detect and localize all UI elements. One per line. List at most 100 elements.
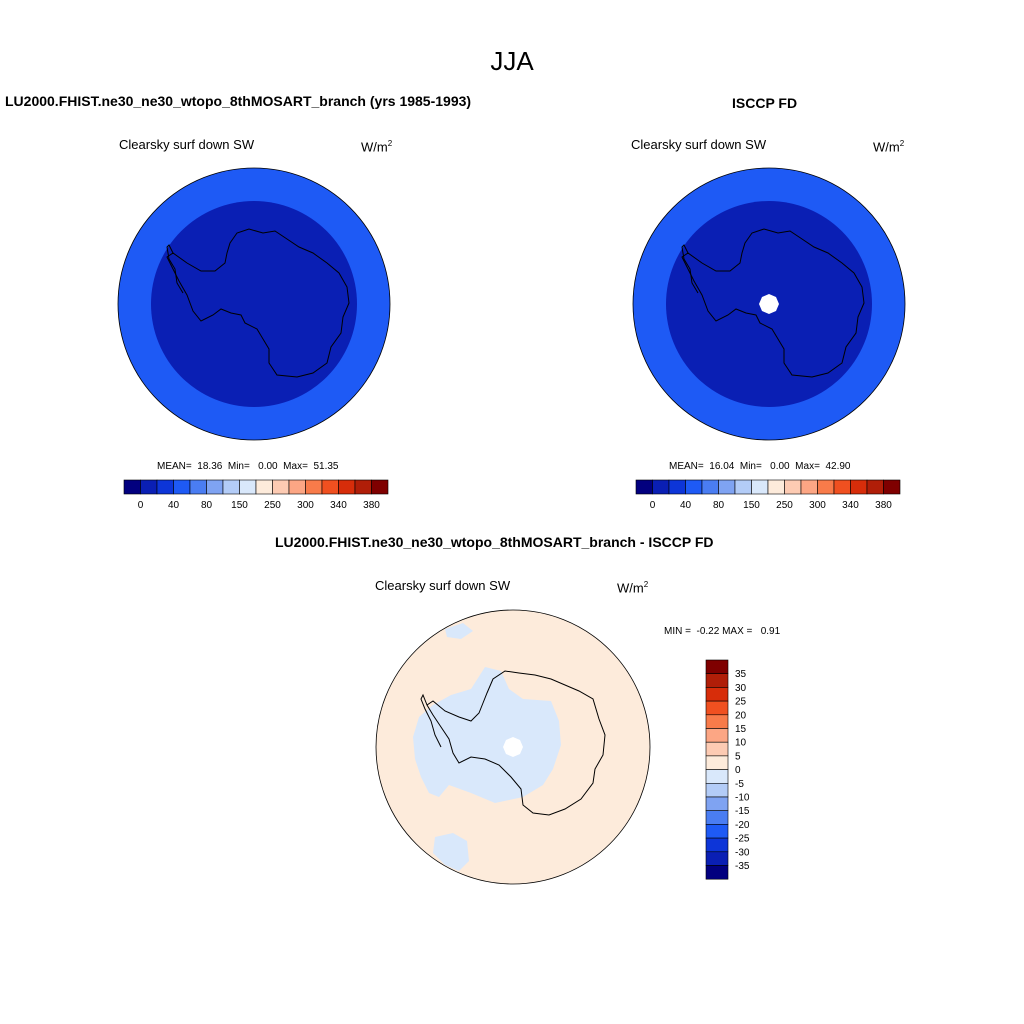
antarctica-coastline xyxy=(681,228,865,378)
colorbar-2-tick-label: 0 xyxy=(650,500,656,511)
panel-2-units: W/m2 xyxy=(873,139,905,155)
panel-2-variable: Clearsky surf down SW xyxy=(631,137,767,152)
panel-3-colorbar: 35 30 25 20 15 10 5 0 -5 -10 -15 -20 -25 -30 -35 xyxy=(705,659,750,880)
colorbar-3-box xyxy=(705,796,729,811)
colorbar-1-box xyxy=(156,479,174,495)
colorbar-3-box xyxy=(705,769,729,784)
colorbar-1-box xyxy=(140,479,158,495)
panel-3-units: W/m2 xyxy=(617,580,649,596)
colorbar-3-box xyxy=(705,673,729,688)
colorbar-2-box xyxy=(767,479,785,495)
colorbar-3-box xyxy=(705,865,729,880)
colorbar-1-tick-label: 150 xyxy=(231,500,248,511)
negative-difference-patch-south xyxy=(433,833,469,871)
colorbar-3-box xyxy=(705,783,729,798)
colorbar-1-box xyxy=(255,479,273,495)
colorbar-3-box xyxy=(705,700,729,716)
colorbar-3-box xyxy=(705,851,729,866)
colorbar-3-tick-label: -15 xyxy=(735,806,750,817)
colorbar-3-tick-label: 25 xyxy=(735,697,747,708)
antarctic-peninsula xyxy=(420,693,442,748)
colorbar-1-tick-label: 0 xyxy=(138,500,144,511)
colorbar-2-box xyxy=(734,479,752,495)
colorbar-3-box xyxy=(705,837,729,853)
colorbar-3-tick-label: 20 xyxy=(735,710,747,721)
panel-1-inner-ring xyxy=(151,201,357,407)
colorbar-1-box xyxy=(371,479,389,495)
colorbar-2-tick-label: 150 xyxy=(743,500,760,511)
colorbar-3-tick-label: -25 xyxy=(735,834,750,845)
panel-3-stats: MIN = -0.22 MAX = 0.91 xyxy=(664,626,781,637)
colorbar-2-box xyxy=(817,479,835,495)
colorbar-2-tick-label: 380 xyxy=(875,500,892,511)
colorbar-1-tick-label: 80 xyxy=(201,500,213,511)
panel-2-title: ISCCP FD xyxy=(732,95,798,111)
colorbar-2-box xyxy=(652,479,670,495)
colorbar-2-tick-label: 300 xyxy=(809,500,826,511)
panel-3-variable: Clearsky surf down SW xyxy=(375,578,511,593)
colorbar-1-tick-label: 340 xyxy=(330,500,347,511)
colorbar-1-box xyxy=(173,479,191,495)
colorbar-2-box xyxy=(833,479,851,495)
colorbar-3-tick-label: -10 xyxy=(735,793,750,804)
panel-2-map xyxy=(632,167,906,441)
colorbar-2-box xyxy=(866,479,884,495)
panel-1-title: LU2000.FHIST.ne30_ne30_wtopo_8thMOSART_b… xyxy=(5,93,472,109)
colorbar-1-box xyxy=(338,479,356,495)
pole-missing-data xyxy=(503,737,523,757)
colorbar-1-tick-label: 380 xyxy=(363,500,380,511)
colorbar-3-box xyxy=(705,810,729,825)
colorbar-1-tick-label: 300 xyxy=(297,500,314,511)
colorbar-3-tick-label: -30 xyxy=(735,847,750,858)
panel-1-stats: MEAN= 18.36 Min= 0.00 Max= 51.35 xyxy=(157,461,339,472)
colorbar-2-box xyxy=(883,479,901,495)
colorbar-1-tick-label: 250 xyxy=(264,500,281,511)
colorbar-2-box xyxy=(784,479,802,495)
panel-1-map xyxy=(117,167,391,441)
colorbar-1-box xyxy=(321,479,339,495)
colorbar-1-box xyxy=(272,479,290,495)
negative-difference-patch-north xyxy=(445,623,473,639)
colorbar-3-tick-label: -5 xyxy=(735,779,744,790)
colorbar-1-box xyxy=(288,479,306,495)
colorbar-2-box xyxy=(668,479,686,495)
colorbar-2-tick-label: 40 xyxy=(680,500,692,511)
colorbar-2-tick-label: 340 xyxy=(842,500,859,511)
figure-title: JJA xyxy=(490,46,534,76)
antarctica-coastline xyxy=(426,670,606,816)
antarctic-peninsula xyxy=(166,244,184,294)
panel-3-title: LU2000.FHIST.ne30_ne30_wtopo_8thMOSART_b… xyxy=(275,534,714,550)
colorbar-3-tick-label: 15 xyxy=(735,724,747,735)
colorbar-2-box xyxy=(635,479,653,495)
colorbar-1-box xyxy=(123,479,141,495)
colorbar-3-tick-label: 35 xyxy=(735,669,747,680)
panel-2-colorbar: 0 40 80 150 250 300 340 380 xyxy=(635,479,901,511)
colorbar-3-box xyxy=(705,659,729,674)
colorbar-1-box xyxy=(222,479,240,495)
colorbar-3-box xyxy=(705,714,729,729)
colorbar-3-box xyxy=(705,824,729,839)
panel-1-variable: Clearsky surf down SW xyxy=(119,137,255,152)
colorbar-2-box xyxy=(701,479,719,495)
colorbar-1-box xyxy=(305,479,323,495)
colorbar-2-tick-label: 80 xyxy=(713,500,725,511)
panel-3-map-border xyxy=(375,609,651,885)
colorbar-2-box xyxy=(850,479,868,495)
panel-2-stats: MEAN= 16.04 Min= 0.00 Max= 42.90 xyxy=(669,461,851,472)
colorbar-3-tick-label: -20 xyxy=(735,820,750,831)
colorbar-3-box xyxy=(705,687,729,702)
colorbar-2-box xyxy=(751,479,769,495)
colorbar-3-box xyxy=(705,741,729,757)
colorbar-1-box xyxy=(354,479,372,495)
colorbar-1-box xyxy=(239,479,257,495)
colorbar-1-tick-label: 40 xyxy=(168,500,180,511)
colorbar-2-tick-label: 250 xyxy=(776,500,793,511)
colorbar-2-box xyxy=(718,479,736,495)
panel-1-colorbar: 0 40 80 150 250 300 340 380 xyxy=(123,479,389,511)
colorbar-3-tick-label: 5 xyxy=(735,751,741,762)
colorbar-1-box xyxy=(189,479,207,495)
negative-difference-region xyxy=(413,667,561,803)
colorbar-3-box xyxy=(705,728,729,743)
colorbar-1-box xyxy=(206,479,224,495)
panel-3-map xyxy=(375,609,651,885)
